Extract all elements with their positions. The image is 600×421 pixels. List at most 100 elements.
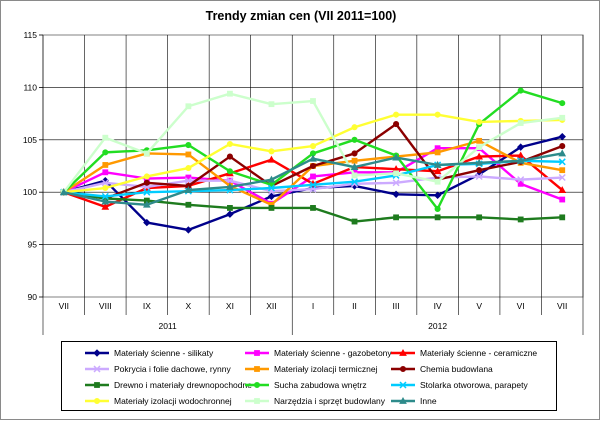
data-point bbox=[101, 202, 110, 210]
data-point bbox=[351, 172, 358, 179]
data-point bbox=[226, 182, 234, 190]
x-tick-label: VI bbox=[517, 301, 525, 311]
data-point bbox=[254, 398, 260, 404]
data-point-stroke bbox=[517, 176, 525, 184]
data-point bbox=[350, 163, 359, 170]
data-point bbox=[351, 218, 358, 225]
legend-item: Materiały izolacji wodochronnej bbox=[84, 395, 232, 407]
data-point bbox=[59, 188, 68, 196]
data-point bbox=[433, 160, 442, 168]
series-group bbox=[60, 90, 566, 196]
data-point-stroke bbox=[93, 365, 101, 373]
legend-label: Pokrycia i folie dachowe, rynny bbox=[114, 364, 231, 374]
data-point bbox=[226, 140, 233, 148]
data-point bbox=[351, 136, 358, 143]
legend-label: Materiały izolacji wodochronnej bbox=[114, 396, 232, 406]
data-point bbox=[143, 150, 150, 157]
data-point-stroke bbox=[226, 177, 234, 185]
legend-label: Materiały ścienne - silikaty bbox=[114, 348, 214, 358]
data-point bbox=[226, 210, 234, 218]
data-point bbox=[393, 170, 399, 177]
legend-item: Materiały ścienne - gazobetony bbox=[244, 347, 392, 359]
data-point bbox=[101, 192, 109, 200]
data-point bbox=[185, 103, 192, 110]
series-group bbox=[59, 149, 567, 208]
x-tick-label: V bbox=[476, 301, 482, 311]
data-point bbox=[227, 90, 233, 97]
data-point bbox=[310, 173, 316, 180]
data-point-stroke bbox=[309, 181, 317, 189]
legend-swatch bbox=[245, 366, 269, 372]
data-point bbox=[558, 158, 566, 166]
data-point-stroke bbox=[558, 158, 566, 166]
data-point bbox=[185, 151, 192, 158]
data-point bbox=[143, 173, 150, 180]
legend-label: Chemia budowlana bbox=[420, 364, 493, 374]
legend-swatch bbox=[391, 348, 415, 356]
data-point bbox=[226, 177, 234, 185]
y-tick-label: 90 bbox=[28, 292, 38, 302]
x-tick-label: VII bbox=[59, 301, 69, 311]
legend-item: Materiały ścienne - ceramiczne bbox=[390, 347, 537, 359]
x-tick-label: I bbox=[312, 301, 314, 311]
data-point bbox=[310, 205, 316, 211]
data-point bbox=[434, 178, 441, 185]
data-point-stroke bbox=[101, 179, 109, 187]
data-point bbox=[475, 172, 483, 181]
data-point bbox=[393, 214, 399, 221]
data-point bbox=[102, 149, 109, 156]
data-point bbox=[185, 201, 192, 208]
legend-swatch bbox=[245, 350, 269, 356]
legend-swatch bbox=[391, 365, 415, 373]
legend-item: Chemia budowlana bbox=[390, 363, 493, 375]
data-point bbox=[399, 381, 407, 389]
data-point bbox=[310, 98, 316, 104]
data-point-stroke bbox=[399, 381, 407, 389]
legend-swatch bbox=[245, 398, 269, 404]
series-group bbox=[60, 189, 566, 225]
data-point bbox=[102, 134, 109, 141]
data-point bbox=[559, 196, 566, 203]
data-point bbox=[93, 397, 101, 405]
legend-swatch bbox=[85, 349, 109, 357]
data-point bbox=[309, 162, 317, 170]
x-tick-label: XII bbox=[266, 301, 276, 311]
x-tick-label: VII bbox=[557, 301, 567, 311]
data-point bbox=[476, 118, 483, 126]
legend-label: Narzędzia i sprzęt budowlany bbox=[274, 396, 386, 406]
legend-label: Materiały ścienne - gazobetony bbox=[274, 348, 392, 358]
data-point bbox=[254, 350, 260, 356]
legend-swatch bbox=[391, 396, 415, 404]
data-point bbox=[227, 205, 233, 211]
legend-swatch bbox=[85, 397, 109, 405]
data-point bbox=[254, 366, 260, 372]
data-point bbox=[393, 111, 400, 118]
legend-swatch bbox=[85, 382, 109, 388]
data-point bbox=[399, 396, 407, 404]
data-point bbox=[101, 179, 109, 187]
x-tick-label: VIII bbox=[99, 301, 112, 311]
data-point bbox=[268, 148, 275, 155]
data-point bbox=[392, 179, 400, 187]
data-point bbox=[559, 167, 566, 174]
data-point bbox=[267, 184, 275, 192]
data-point-stroke bbox=[558, 173, 566, 182]
data-point bbox=[102, 169, 109, 176]
data-point bbox=[184, 186, 193, 194]
y-tick-label: 115 bbox=[23, 30, 37, 40]
data-point bbox=[267, 175, 276, 183]
data-point bbox=[476, 144, 483, 151]
series-group bbox=[60, 111, 566, 196]
data-point bbox=[559, 214, 566, 221]
data-point bbox=[476, 214, 483, 221]
legend-item: Materiały ścienne - silikaty bbox=[84, 347, 213, 359]
data-point bbox=[475, 158, 484, 166]
data-point bbox=[516, 143, 525, 151]
legend-label: Materiały izolacji termicznej bbox=[274, 364, 378, 374]
data-point bbox=[226, 168, 233, 175]
data-point-stroke bbox=[101, 192, 109, 200]
data-point bbox=[559, 100, 566, 107]
y-tick-label: 110 bbox=[23, 82, 37, 92]
